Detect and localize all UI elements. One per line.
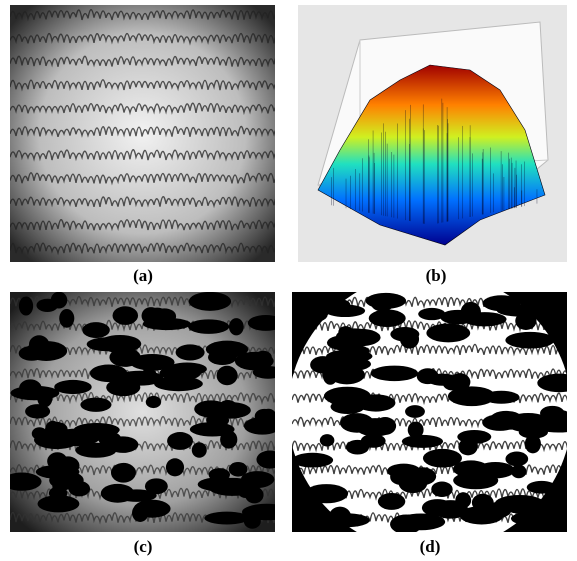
texture <box>348 330 365 343</box>
texture <box>19 379 42 397</box>
texture <box>54 380 92 394</box>
texture <box>525 434 541 453</box>
texture <box>369 310 406 328</box>
texture <box>206 341 248 358</box>
texture <box>483 391 520 404</box>
texture <box>113 306 139 325</box>
panel-label: (c) <box>134 537 153 556</box>
texture <box>476 462 515 478</box>
texture <box>356 394 395 411</box>
texture <box>255 351 272 363</box>
texture <box>402 435 443 448</box>
texture <box>220 430 237 448</box>
texture <box>38 495 80 512</box>
texture <box>240 475 273 489</box>
panel-label: (a) <box>133 266 153 285</box>
texture <box>229 318 244 335</box>
texture <box>505 332 554 349</box>
panel-b-image <box>298 5 567 262</box>
texture <box>329 507 351 527</box>
panel-label: (d) <box>420 537 441 556</box>
texture <box>463 312 507 326</box>
panel-label: (b) <box>426 266 447 285</box>
texture <box>505 452 528 467</box>
texture <box>256 451 283 469</box>
texture <box>167 432 193 450</box>
texture <box>405 405 425 418</box>
texture <box>51 292 68 309</box>
texture <box>117 489 157 502</box>
texture <box>80 398 111 412</box>
texture <box>32 427 47 440</box>
figure: (a) (b) (c) (d) <box>0 0 577 561</box>
texture <box>111 463 136 483</box>
texture <box>511 512 550 525</box>
texture <box>431 482 452 497</box>
texture <box>217 366 238 386</box>
texture <box>494 415 528 430</box>
texture <box>82 322 110 338</box>
texture <box>540 406 565 421</box>
texture <box>206 414 229 428</box>
panel-c-image <box>2 292 292 532</box>
texture <box>147 308 168 326</box>
texture <box>245 486 263 503</box>
texture <box>45 421 61 440</box>
texture <box>423 449 462 468</box>
texture <box>166 458 184 476</box>
texture <box>378 493 405 510</box>
texture <box>2 473 41 491</box>
texture <box>390 327 419 342</box>
texture <box>417 368 439 384</box>
texture <box>371 366 418 382</box>
texture <box>397 514 445 531</box>
texture <box>68 481 90 496</box>
texture <box>229 462 248 477</box>
texture <box>109 348 140 367</box>
texture <box>167 362 207 375</box>
texture <box>320 434 335 446</box>
figure-svg: (a) (b) (c) (d) <box>0 0 577 561</box>
texture <box>132 504 148 522</box>
texture <box>56 456 79 475</box>
texture <box>25 341 67 361</box>
texture <box>74 423 120 437</box>
texture <box>218 400 237 415</box>
texture <box>176 344 205 360</box>
texture <box>305 484 348 503</box>
texture <box>248 315 284 331</box>
texture <box>486 502 512 518</box>
texture <box>305 297 351 312</box>
texture <box>346 440 369 455</box>
texture <box>527 481 557 494</box>
texture <box>116 371 163 386</box>
texture <box>426 324 470 343</box>
texture <box>374 417 396 435</box>
texture <box>146 396 161 408</box>
texture <box>242 504 292 520</box>
texture <box>189 292 231 311</box>
texture <box>458 438 477 455</box>
texture <box>75 443 116 458</box>
texture <box>253 366 284 379</box>
texture <box>59 309 74 328</box>
texture <box>483 295 521 311</box>
texture <box>329 365 365 384</box>
texture <box>387 464 420 479</box>
texture <box>244 417 281 435</box>
panel-d-image <box>282 272 577 552</box>
texture <box>292 453 333 468</box>
texture <box>188 319 229 334</box>
texture <box>192 442 207 457</box>
panel-a-image <box>10 5 280 262</box>
texture <box>366 293 406 309</box>
texture <box>19 296 33 315</box>
texture <box>312 505 328 523</box>
